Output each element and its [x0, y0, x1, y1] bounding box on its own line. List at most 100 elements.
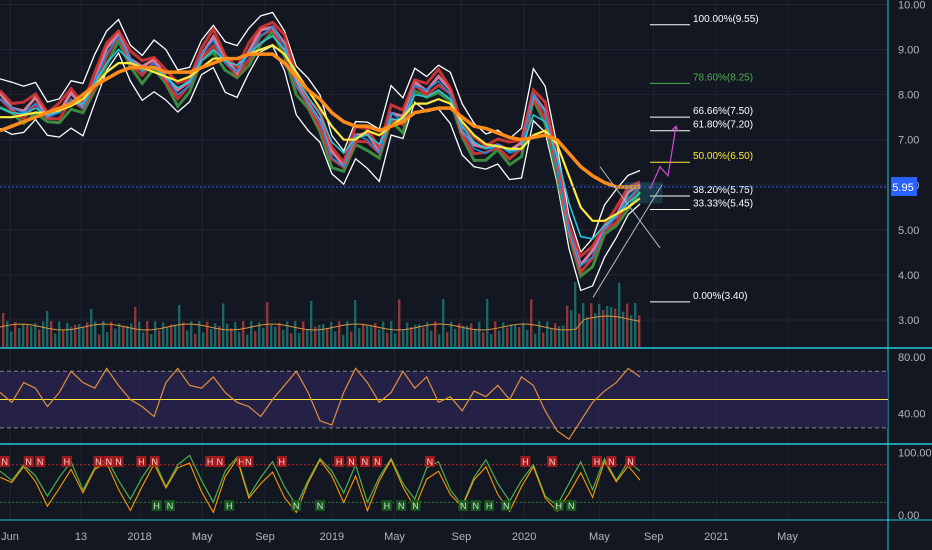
volume-bar: [94, 321, 97, 347]
price-axis-label: 10.00: [898, 0, 926, 12]
osc-marker-label: N: [374, 457, 381, 467]
volume-bar: [366, 325, 369, 347]
volume-bar: [426, 322, 429, 347]
last-price-tag: 5.95: [891, 177, 917, 197]
volume-bar: [86, 322, 89, 347]
osc-marker-label: H: [138, 457, 145, 467]
volume-bar: [238, 331, 241, 347]
time-axis[interactable]: Jun 13 2018 May Sep 2019 May Sep 2020 May Sep 2021 M…: [1, 531, 798, 543]
trendline-up[interactable]: [592, 184, 663, 298]
ma-ribbon: [0, 20, 642, 279]
volume-bar: [322, 323, 325, 347]
volume-bar: [486, 299, 489, 347]
time-axis-label: May: [589, 531, 610, 543]
volume-bar: [618, 282, 621, 347]
osc-marker-top: [243, 456, 254, 467]
volume-bar: [258, 322, 261, 347]
osc-marker-label: N: [216, 457, 223, 467]
volume-bar: [446, 332, 449, 347]
volume-bar: [510, 324, 513, 347]
volume-bar: [438, 334, 441, 347]
volume-bar: [402, 330, 405, 347]
volume-bar: [562, 325, 565, 347]
volume-bar: [6, 321, 9, 347]
volume-bar: [198, 321, 201, 347]
osc-marker-bottom: [165, 500, 176, 511]
volume-bar: [102, 321, 105, 347]
volume-bar: [170, 324, 173, 347]
volume-bar: [114, 328, 117, 347]
trend-drawings[interactable]: [592, 125, 679, 298]
fib-level-label: 33.33%(5.45): [693, 199, 753, 210]
volume-bar: [334, 331, 337, 347]
osc-marker-bottom: [381, 500, 392, 511]
price-axis-label: 3.00: [898, 315, 919, 327]
projection-path[interactable]: [649, 126, 677, 190]
osc-marker-label: H: [238, 457, 245, 467]
osc-marker-label: N: [427, 457, 434, 467]
volume-bar: [254, 331, 257, 347]
osc-marker-top: [346, 456, 357, 467]
osc-marker-top: [103, 456, 114, 467]
volume-bar: [162, 322, 165, 347]
fib-zone-box[interactable]: [624, 182, 663, 204]
volume-bar: [122, 325, 125, 347]
osc-marker-label: N: [167, 501, 174, 511]
moving-averages: [0, 35, 641, 240]
osc-marker-top: [0, 456, 10, 467]
osc-marker-label: H: [226, 501, 233, 511]
volume-bar: [118, 323, 121, 347]
osc-marker-label: H: [64, 457, 71, 467]
osc-marker-top: [61, 456, 72, 467]
osc-marker-top: [606, 456, 617, 467]
volume-bar: [194, 333, 197, 347]
price-panel[interactable]: 100.00%(9.55) 78.60%(8.25) 66.66%(7.50) 61.…: [0, 11, 888, 347]
volume-bar: [150, 334, 153, 347]
volume-bar: [458, 323, 461, 347]
volume-bar: [26, 325, 29, 347]
fibonacci-levels[interactable]: 100.00%(9.55) 78.60%(8.25) 66.66%(7.50) 61.…: [624, 14, 759, 303]
volume-bar: [494, 321, 497, 347]
time-axis-label: May: [777, 531, 798, 543]
volume-bar: [498, 330, 501, 347]
volume-bar: [214, 323, 217, 347]
volume-bar: [354, 299, 357, 347]
osc-marker-label: N: [398, 501, 405, 511]
volume-bar: [282, 329, 285, 347]
osc-marker-top: [520, 456, 531, 467]
volume-bar: [430, 330, 433, 347]
osc-marker-top: [23, 456, 34, 467]
osc-marker-top: [372, 456, 383, 467]
osc-marker-top: [547, 456, 558, 467]
rsi-panel[interactable]: [0, 367, 888, 441]
price-axis-label: 4.00: [898, 270, 919, 282]
volume-bar: [358, 328, 361, 347]
volume-bar: [518, 326, 521, 347]
volume-bar: [506, 327, 509, 347]
volume-bar: [362, 323, 365, 347]
volume-bar: [154, 321, 157, 347]
osc-marker-label: N: [627, 457, 634, 467]
volume-bar: [514, 324, 517, 347]
osc-marker-label: H: [279, 457, 286, 467]
volume-bar: [54, 333, 57, 347]
volume-bar: [638, 315, 641, 347]
volume-bar: [50, 321, 53, 347]
osc-marker-label: N: [568, 501, 575, 511]
volume-bar: [74, 324, 77, 347]
volume-bar: [298, 333, 301, 347]
trendline-down[interactable]: [599, 166, 661, 249]
osc-marker-label: N: [608, 457, 615, 467]
volume-bar: [478, 321, 481, 347]
volume-bar: [386, 332, 389, 347]
oscillator-panel[interactable]: N N N H N N N H N H N H N H H N N N N H N H N NH N H N N H N N N N H N H N: [0, 454, 888, 514]
osc-marker-label: N: [317, 501, 324, 511]
volume-bar: [374, 323, 377, 347]
volume-bars: [0, 281, 641, 347]
fib-level-label: 78.60%(8.25): [693, 72, 753, 83]
time-axis-label: 2021: [704, 531, 728, 543]
volume-bar: [302, 321, 305, 347]
sma-orange-line: [0, 52, 640, 189]
volume-bar: [454, 328, 457, 347]
